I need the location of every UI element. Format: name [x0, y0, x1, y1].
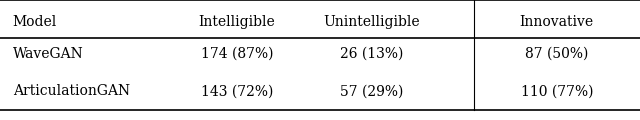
- Text: Intelligible: Intelligible: [198, 15, 275, 29]
- Text: 87 (50%): 87 (50%): [525, 47, 589, 61]
- Text: 57 (29%): 57 (29%): [339, 84, 403, 98]
- Text: 110 (77%): 110 (77%): [520, 84, 593, 98]
- Text: 143 (72%): 143 (72%): [200, 84, 273, 98]
- Text: ArticulationGAN: ArticulationGAN: [13, 84, 130, 98]
- Text: WaveGAN: WaveGAN: [13, 47, 84, 61]
- Text: Unintelligible: Unintelligible: [323, 15, 419, 29]
- Text: 174 (87%): 174 (87%): [200, 47, 273, 61]
- Text: 26 (13%): 26 (13%): [339, 47, 403, 61]
- Text: Innovative: Innovative: [520, 15, 594, 29]
- Text: Model: Model: [13, 15, 57, 29]
